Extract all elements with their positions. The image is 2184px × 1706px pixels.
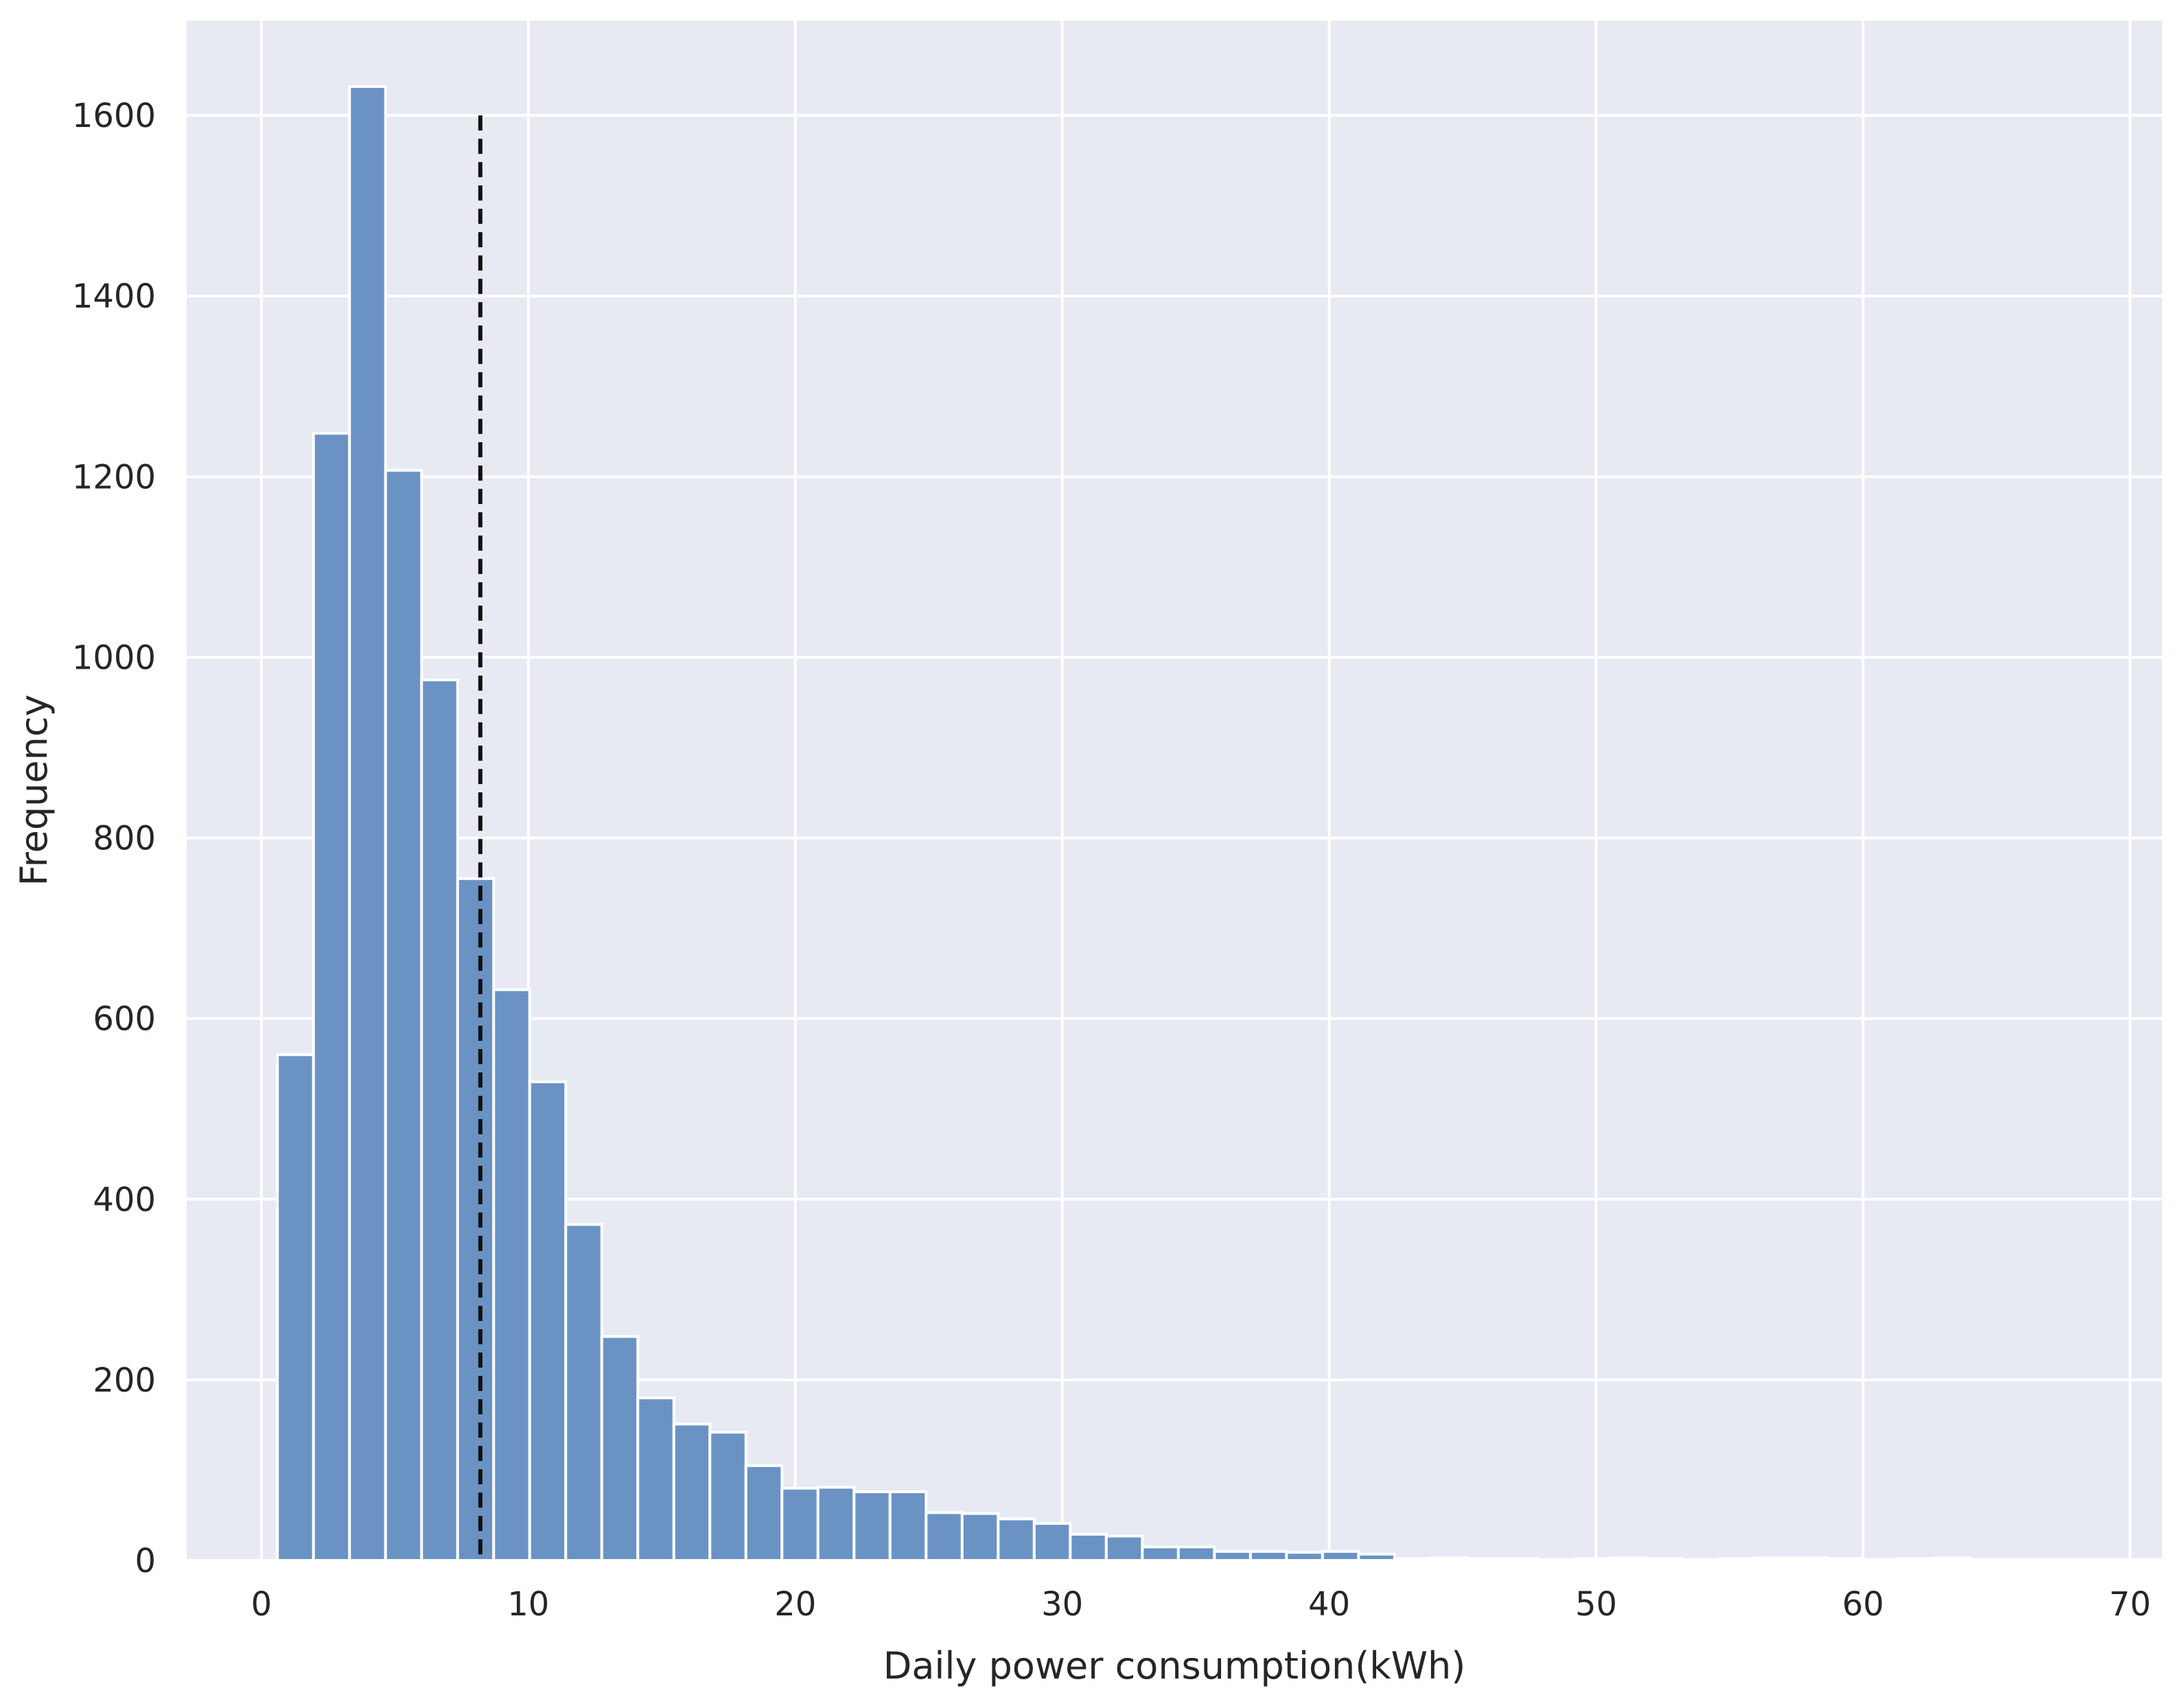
- x-axis-label: Daily power consumption(kWh): [883, 1644, 1466, 1687]
- histogram-bar: [780, 1486, 820, 1562]
- histogram-bar: [1069, 1532, 1108, 1563]
- histogram-bar: [1213, 1549, 1252, 1562]
- histogram-bar: [564, 1223, 603, 1562]
- histogram-bar: [1717, 1557, 1756, 1562]
- histogram-bar: [1176, 1545, 1216, 1562]
- histogram-bar: [1753, 1556, 1793, 1563]
- histogram-bar: [1032, 1522, 1072, 1562]
- histogram-bar: [600, 1335, 640, 1563]
- histogram-bar: [528, 1080, 568, 1562]
- x-tick-label: 20: [774, 1585, 816, 1624]
- histogram-bar: [1429, 1556, 1468, 1563]
- y-tick-label: 600: [93, 1000, 156, 1039]
- y-tick-label: 1600: [72, 97, 156, 135]
- histogram-bar: [960, 1512, 1000, 1563]
- histogram-bar: [348, 85, 387, 1562]
- histogram-bar: [1501, 1557, 1540, 1562]
- y-tick-labels: 0 200 400 600 800 1000 1200 1400 1600: [72, 97, 156, 1580]
- x-tick-labels: 0 10 20 30 40 50 60 70: [251, 1585, 2151, 1624]
- histogram-bar: [708, 1431, 747, 1562]
- histogram-bar: [1393, 1557, 1432, 1562]
- x-tick-label: 70: [2109, 1585, 2151, 1624]
- histogram-bar: [816, 1486, 856, 1563]
- histogram-bar: [1933, 1556, 1973, 1563]
- histogram-bar: [276, 1053, 315, 1562]
- x-tick-label: 50: [1575, 1585, 1617, 1624]
- histogram-bar: [1609, 1556, 1649, 1563]
- x-tick-label: 40: [1308, 1585, 1350, 1624]
- histogram-bar: [888, 1490, 928, 1563]
- x-tick-label: 30: [1041, 1585, 1083, 1624]
- x-tick-label: 0: [251, 1585, 272, 1624]
- histogram-bar: [672, 1422, 712, 1562]
- histogram-bar: [1645, 1557, 1684, 1562]
- histogram-bar: [636, 1396, 675, 1563]
- histogram-bar: [456, 877, 496, 1562]
- histogram-bar: [420, 678, 459, 1562]
- x-tick-label: 60: [1842, 1585, 1884, 1624]
- histogram-bar: [1357, 1552, 1396, 1563]
- x-tick-label: 10: [507, 1585, 549, 1624]
- y-tick-label: 0: [135, 1542, 156, 1580]
- histogram-bar: [384, 469, 423, 1563]
- histogram-bar: [1825, 1557, 1865, 1562]
- histogram-bar: [997, 1517, 1036, 1563]
- y-tick-label: 400: [93, 1181, 156, 1219]
- histogram-bar: [1573, 1557, 1612, 1562]
- y-tick-label: 200: [93, 1361, 156, 1400]
- y-tick-label: 800: [93, 820, 156, 858]
- histogram-bar: [1285, 1551, 1324, 1563]
- y-axis-label: Frequency: [12, 695, 56, 886]
- histogram-bar: [312, 432, 351, 1563]
- y-tick-label: 1400: [72, 277, 156, 316]
- y-tick-label: 1200: [72, 458, 156, 496]
- histogram-bar: [492, 988, 531, 1562]
- histogram-bar: [1321, 1549, 1360, 1562]
- histogram-bars: [276, 85, 2184, 1563]
- histogram-bar: [744, 1464, 784, 1562]
- histogram-bar: [852, 1490, 892, 1563]
- histogram-bar: [1789, 1556, 1828, 1563]
- histogram-bar: [925, 1511, 964, 1563]
- histogram-bar: [1465, 1557, 1505, 1562]
- histogram-bar: [1897, 1557, 1937, 1562]
- histogram-bar: [1104, 1534, 1144, 1563]
- y-tick-label: 1000: [72, 638, 156, 677]
- histogram-bar: [1248, 1549, 1288, 1562]
- histogram-bar: [1141, 1545, 1180, 1562]
